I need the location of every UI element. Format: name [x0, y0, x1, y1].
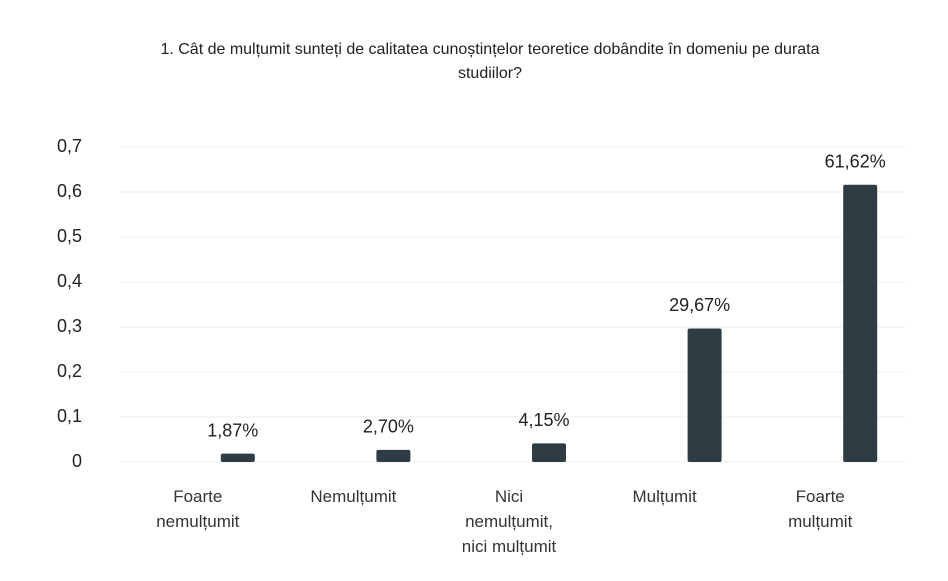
bar	[843, 184, 878, 462]
x-tick-label: Foarte nemulțumit	[156, 487, 240, 531]
data-label: 61,62%	[825, 151, 886, 171]
bar	[532, 443, 566, 462]
y-tick-label: 0	[72, 451, 82, 471]
y-tick-label: 0,5	[57, 226, 82, 246]
x-tick-label: Nici nemulțumit, nici mulțumit	[461, 487, 557, 556]
y-tick-label: 0,6	[57, 181, 82, 201]
bar	[220, 453, 255, 462]
y-tick-label: 0,4	[57, 271, 82, 291]
bar	[376, 449, 411, 462]
y-tick-label: 0,7	[57, 136, 82, 156]
x-tick-label: Foarte mulțumit	[788, 487, 853, 531]
data-label: 1,87%	[207, 420, 258, 440]
x-tick-label: Nemulțumit	[310, 487, 397, 506]
chart-title: 1. Cât de mulțumit sunteți de calitatea …	[160, 41, 820, 82]
bar	[687, 328, 722, 462]
y-tick-label: 0,3	[57, 316, 82, 336]
data-label: 4,15%	[518, 410, 569, 430]
y-tick-label: 0,2	[57, 361, 82, 381]
data-label: 29,67%	[669, 295, 730, 315]
y-tick-label: 0,1	[57, 406, 82, 426]
x-tick-label: Mulțumit	[632, 487, 697, 506]
data-label: 2,70%	[363, 417, 414, 437]
